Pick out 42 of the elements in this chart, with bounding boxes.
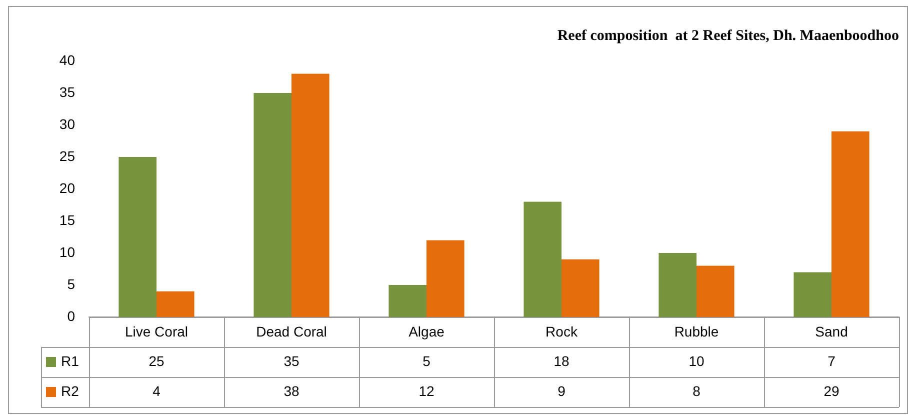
legend-label: R1 bbox=[61, 352, 80, 369]
data-label: 4 bbox=[152, 382, 161, 399]
data-label: 25 bbox=[148, 352, 164, 369]
y-tick-label: 10 bbox=[59, 244, 76, 260]
x-tick-label: Dead Coral bbox=[256, 323, 327, 340]
bar bbox=[696, 266, 734, 317]
data-label: 7 bbox=[828, 352, 836, 369]
bar bbox=[658, 253, 696, 317]
y-tick-label: 35 bbox=[59, 84, 76, 100]
chart-title: Reef composition at 2 Reef Sites, Dh. Maaenboodhoo bbox=[557, 28, 899, 44]
x-tick-label: Rock bbox=[546, 323, 578, 340]
bar bbox=[156, 291, 194, 317]
y-tick-label: 5 bbox=[67, 276, 76, 292]
bar bbox=[292, 74, 330, 317]
data-label: 10 bbox=[688, 352, 704, 369]
bar bbox=[426, 240, 464, 317]
y-tick-label: 15 bbox=[59, 212, 76, 228]
bar bbox=[562, 259, 600, 317]
bar bbox=[118, 157, 156, 317]
bar bbox=[832, 131, 870, 317]
y-tick-label: 30 bbox=[59, 116, 76, 132]
bar bbox=[794, 272, 832, 317]
data-label: 12 bbox=[418, 382, 434, 399]
legend-label: R2 bbox=[61, 382, 80, 399]
data-label: 35 bbox=[284, 352, 300, 369]
bar bbox=[524, 202, 562, 317]
y-tick-label: 40 bbox=[59, 52, 76, 68]
data-label: 38 bbox=[284, 382, 300, 399]
x-tick-label: Algae bbox=[408, 323, 445, 340]
x-tick-label: Sand bbox=[815, 323, 848, 340]
data-label: 9 bbox=[558, 382, 566, 399]
data-label: 5 bbox=[422, 352, 431, 369]
data-label: 29 bbox=[824, 382, 840, 399]
data-label: 8 bbox=[692, 382, 701, 399]
x-tick-label: Live Coral bbox=[124, 323, 188, 340]
y-tick-label: 20 bbox=[59, 180, 76, 196]
bar bbox=[254, 93, 292, 317]
bar bbox=[388, 285, 426, 317]
y-tick-label: 25 bbox=[59, 148, 76, 164]
data-label: 18 bbox=[554, 352, 570, 369]
x-tick-label: Rubble bbox=[674, 323, 719, 340]
y-tick-label: 0 bbox=[67, 308, 76, 324]
